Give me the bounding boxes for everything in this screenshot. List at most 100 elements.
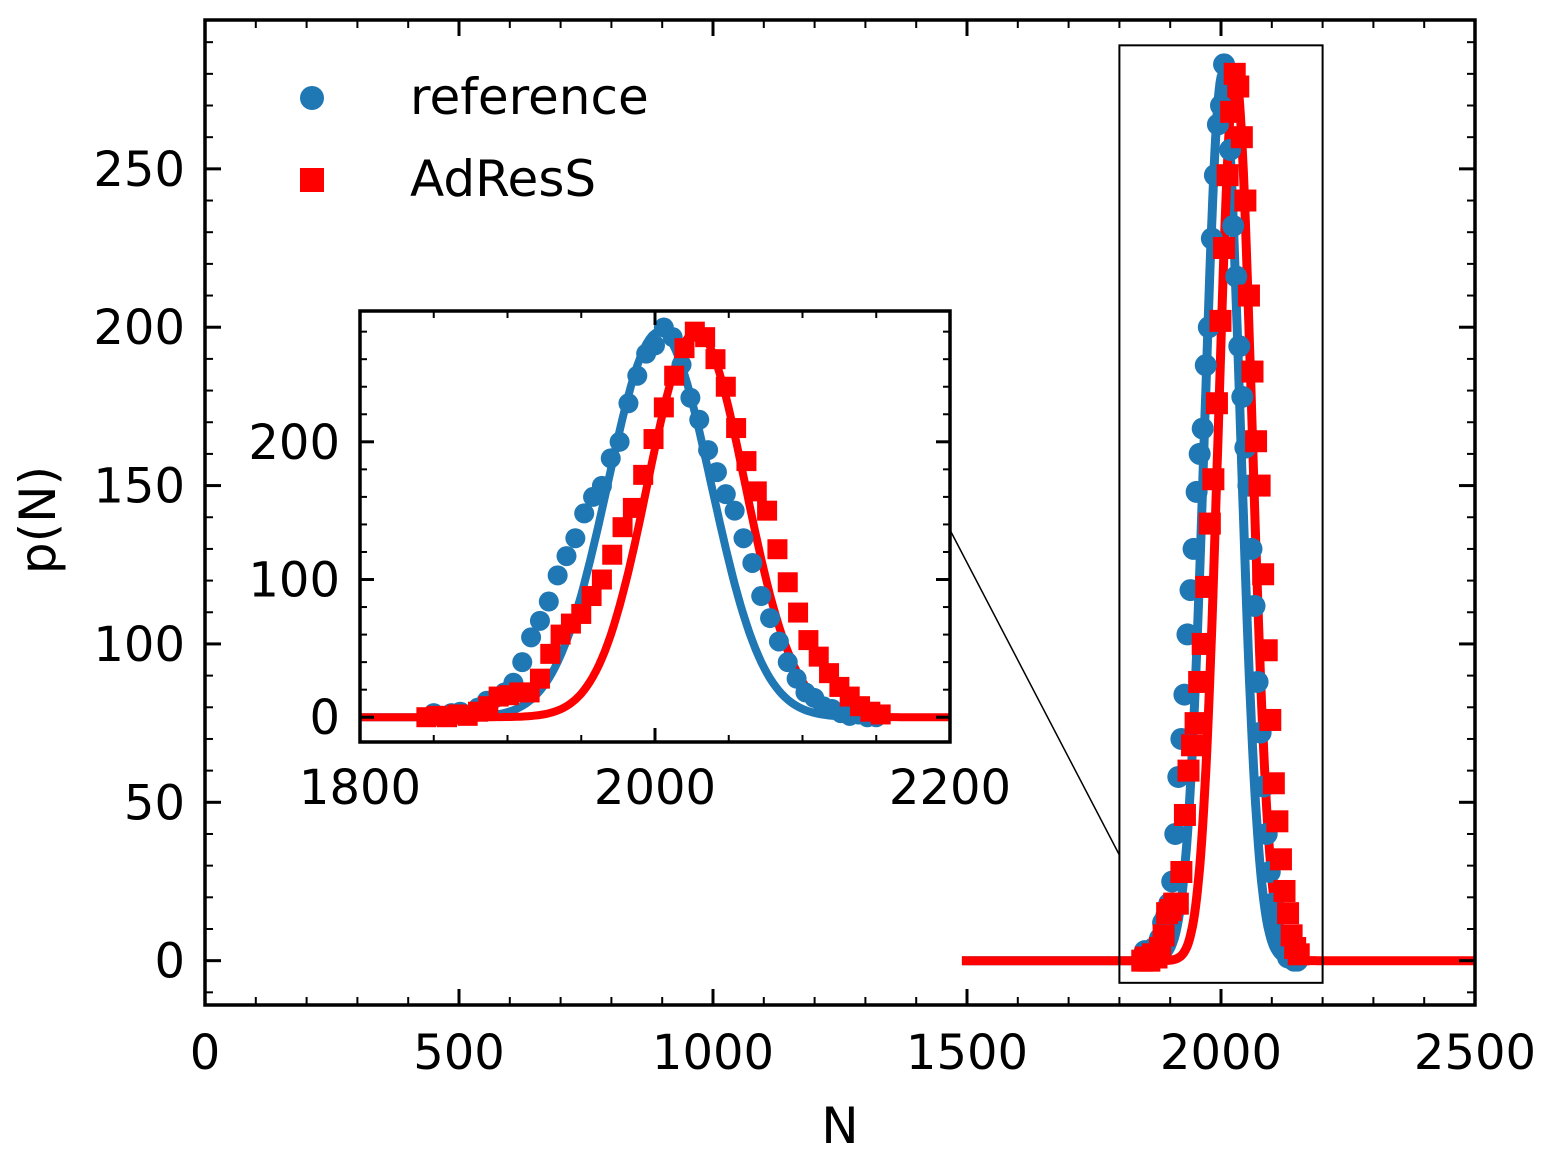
- main-point-adress: [1255, 639, 1278, 662]
- main-point-reference: [1188, 442, 1211, 465]
- inset-point-adress: [726, 418, 747, 439]
- main-point-adress: [1252, 563, 1275, 586]
- main-point-adress: [1216, 164, 1239, 187]
- inset-point-reference: [538, 591, 559, 612]
- main-point-adress: [1198, 512, 1221, 535]
- y-tick-label: 250: [93, 142, 185, 198]
- inset-point-reference: [618, 393, 639, 414]
- main-point-adress: [1170, 860, 1193, 883]
- main-point-adress: [1205, 392, 1228, 415]
- inset-axis-ticks: 1800 2000 2200 0 100 200: [248, 311, 1011, 816]
- inset-point-reference: [556, 546, 577, 567]
- inset-point-reference: [715, 484, 736, 505]
- inset-point-adress: [746, 481, 767, 502]
- main-point-reference: [1194, 354, 1217, 377]
- inset-point-adress: [777, 572, 798, 593]
- inset-point-reference: [512, 652, 533, 673]
- main-point-adress: [1245, 430, 1268, 453]
- inset-point-adress: [633, 464, 654, 485]
- inset-data-points: [416, 317, 891, 728]
- main-point-adress: [1152, 924, 1175, 947]
- inset-point-reference: [742, 552, 763, 573]
- main-point-adress: [1234, 189, 1257, 212]
- inset-background: [360, 311, 950, 742]
- x-tick-label: 500: [413, 1025, 505, 1081]
- inset-point-reference: [706, 462, 727, 483]
- zoom-connector-line: [949, 529, 1121, 856]
- inset-point-adress: [715, 376, 736, 397]
- inset-point-reference: [777, 652, 798, 673]
- inset-point-adress: [808, 646, 829, 667]
- inset-point-adress: [622, 497, 643, 518]
- inset-point-reference: [521, 627, 542, 648]
- inset-point-adress: [736, 451, 757, 472]
- main-point-reference: [1240, 537, 1263, 560]
- y-tick-label: 200: [93, 300, 185, 356]
- inset-point-reference: [565, 528, 586, 549]
- main-point-reference: [1191, 417, 1214, 440]
- main-point-reference: [1164, 822, 1187, 845]
- inset-point-reference: [760, 608, 781, 629]
- inset-point-adress: [798, 630, 819, 651]
- inset-point-reference: [609, 431, 630, 452]
- main-point-reference: [1185, 480, 1208, 503]
- inset-point-reference: [627, 365, 648, 386]
- main-frame: [203, 18, 1477, 1007]
- main-point-adress: [1209, 309, 1232, 332]
- main-fit-line-adress: [958, 69, 1475, 966]
- inset-point-reference: [751, 586, 772, 607]
- zoom-box: [1118, 44, 1324, 984]
- main-point-adress: [1227, 75, 1250, 98]
- legend: reference AdResS: [300, 68, 649, 208]
- inset-point-adress: [643, 429, 664, 450]
- inset-point-adress: [664, 365, 685, 386]
- y-axis-label: p(N): [9, 466, 67, 574]
- inset-point-adress: [788, 602, 809, 623]
- x-tick-label: 2000: [594, 760, 716, 816]
- x-axis-label: N: [821, 1097, 858, 1155]
- inset-point-adress: [870, 704, 891, 725]
- main-point-adress: [1230, 126, 1253, 149]
- legend-marker-adress: [300, 168, 324, 192]
- main-point-adress: [1266, 810, 1289, 833]
- main-point-adress: [1241, 360, 1264, 383]
- inset-point-adress: [767, 539, 788, 560]
- y-tick-label: 100: [248, 553, 340, 609]
- inset-point-reference: [547, 565, 568, 586]
- main-point-adress: [1195, 575, 1218, 598]
- x-tick-label: 1000: [652, 1025, 774, 1081]
- main-point-reference: [1231, 385, 1254, 408]
- main-point-adress: [1237, 284, 1260, 307]
- inset-point-adress: [757, 500, 778, 521]
- main-point-adress: [1202, 468, 1225, 491]
- x-tick-label: 0: [190, 1025, 221, 1081]
- main-point-adress: [1177, 759, 1200, 782]
- main-point-adress: [1287, 943, 1310, 966]
- legend-marker-reference: [300, 86, 324, 110]
- main-point-adress: [1248, 474, 1271, 497]
- inset-point-reference: [724, 500, 745, 521]
- main-point-adress: [1166, 892, 1189, 915]
- main-point-adress: [1273, 879, 1296, 902]
- inset-point-adress: [540, 643, 561, 664]
- inset-point-adress: [695, 327, 716, 348]
- inset-point-reference: [733, 528, 754, 549]
- main-point-adress: [1213, 237, 1236, 260]
- inset-point-reference: [529, 610, 550, 631]
- main-point-adress: [1269, 848, 1292, 871]
- inset-point-reference: [574, 503, 595, 524]
- inset-point-adress: [571, 603, 592, 624]
- y-tick-label: 0: [309, 690, 340, 746]
- main-point-adress: [1181, 734, 1204, 757]
- y-tick-label: 0: [154, 934, 185, 990]
- inset-point-reference: [698, 440, 719, 461]
- x-tick-label: 2500: [1414, 1025, 1536, 1081]
- inset-point-adress: [674, 338, 695, 359]
- inset-frame: [358, 309, 952, 744]
- main-point-reference: [1222, 214, 1245, 237]
- main-point-adress: [1191, 632, 1214, 655]
- inset-point-adress: [705, 349, 726, 370]
- inset-point-reference: [591, 475, 612, 496]
- inset-point-adress: [612, 517, 633, 538]
